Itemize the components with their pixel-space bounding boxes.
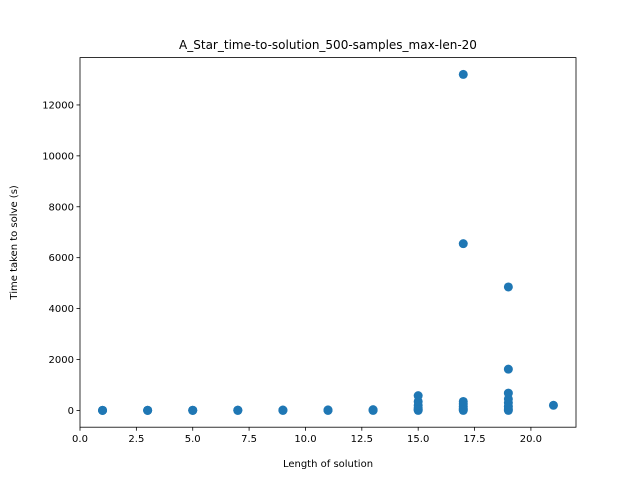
y-tick-label: 4000: [49, 304, 74, 315]
y-axis-label: Time taken to solve (s): [9, 185, 20, 300]
data-point: [323, 405, 333, 415]
x-axis-ticks: 0.0 2.5 5.0 7.5 10.0 12.5 15.0 17.5 20.0: [72, 427, 542, 445]
x-tick-label: 10.0: [294, 434, 316, 445]
chart-title: A_Star_time-to-solution_500-samples_max-…: [179, 38, 477, 52]
data-point: [98, 405, 108, 415]
data-point: [188, 405, 198, 415]
x-tick-label: 5.0: [185, 434, 201, 445]
y-axis-ticks: 0 2000 4000 6000 8000 10000 12000: [42, 100, 80, 417]
x-tick-label: 7.5: [241, 434, 257, 445]
data-point: [368, 405, 378, 415]
data-points: [98, 69, 558, 415]
x-tick-label: 12.5: [351, 434, 373, 445]
x-tick-label: 17.5: [463, 434, 485, 445]
plot-frame: [79, 57, 577, 428]
data-point: [548, 400, 558, 410]
plot-area: [80, 57, 576, 428]
data-point: [278, 405, 288, 415]
data-point: [143, 405, 153, 415]
y-tick-label: 0: [68, 406, 74, 417]
data-point: [458, 69, 468, 79]
data-point: [233, 405, 243, 415]
x-tick-label: 2.5: [128, 434, 144, 445]
y-tick-label: 10000: [42, 151, 74, 162]
data-point: [503, 282, 513, 292]
data-point: [503, 364, 513, 374]
x-tick-label: 15.0: [407, 434, 429, 445]
data-point: [503, 388, 513, 398]
data-point: [458, 239, 468, 249]
y-tick-label: 8000: [49, 202, 74, 213]
y-tick-label: 6000: [49, 253, 74, 264]
data-point: [413, 391, 423, 401]
y-tick-label: 12000: [42, 100, 74, 111]
x-axis-label: Length of solution: [283, 459, 373, 470]
x-tick-label: 0.0: [72, 434, 88, 445]
data-point: [458, 396, 468, 406]
y-tick-label: 2000: [49, 355, 74, 366]
x-tick-label: 20.0: [520, 434, 542, 445]
